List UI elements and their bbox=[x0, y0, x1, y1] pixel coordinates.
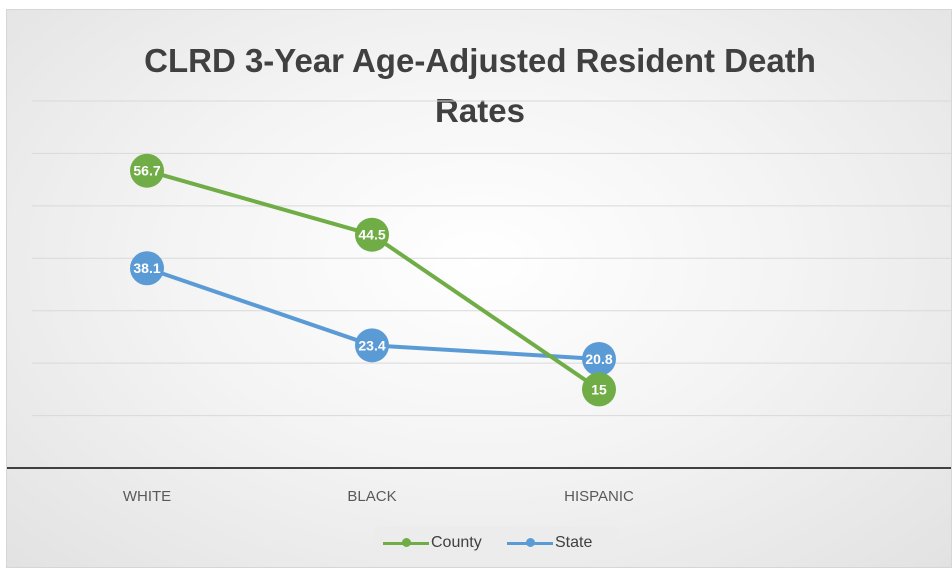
data-label-county: 56.7 bbox=[133, 163, 160, 179]
data-label-state: 20.8 bbox=[585, 351, 612, 367]
data-label-state: 23.4 bbox=[358, 337, 385, 353]
legend-state-label: State bbox=[555, 534, 593, 551]
data-point-county bbox=[582, 372, 616, 407]
legend-county-label: County bbox=[431, 534, 482, 551]
legend-county-marker bbox=[402, 538, 411, 547]
x-tick-label: HISPANIC bbox=[564, 488, 634, 505]
chart-title: CLRD 3-Year Age-Adjusted Resident Death … bbox=[7, 36, 951, 136]
legend: County State bbox=[375, 526, 617, 560]
legend-state-marker bbox=[526, 538, 535, 547]
data-point-state bbox=[130, 251, 164, 286]
data-point-state bbox=[355, 328, 389, 363]
x-tick-label: WHITE bbox=[123, 488, 171, 505]
chart-title-line-1: CLRD 3-Year Age-Adjusted Resident Death bbox=[144, 42, 816, 79]
data-point-state bbox=[582, 341, 616, 376]
data-point-county bbox=[130, 153, 164, 188]
data-label-county: 44.5 bbox=[358, 227, 385, 243]
x-tick-label: BLACK bbox=[347, 488, 396, 505]
data-label-county: 15 bbox=[591, 381, 607, 397]
plot-area: WHITE BLACK HISPANIC 38.1 23.4 20.8 56.7 44.5 1… bbox=[7, 100, 951, 505]
data-label-state: 38.1 bbox=[133, 260, 160, 276]
chart-title-line-2: Rates bbox=[435, 92, 525, 129]
chart-area: CLRD 3-Year Age-Adjusted Resident Death … bbox=[6, 9, 952, 568]
data-point-county bbox=[355, 217, 389, 252]
